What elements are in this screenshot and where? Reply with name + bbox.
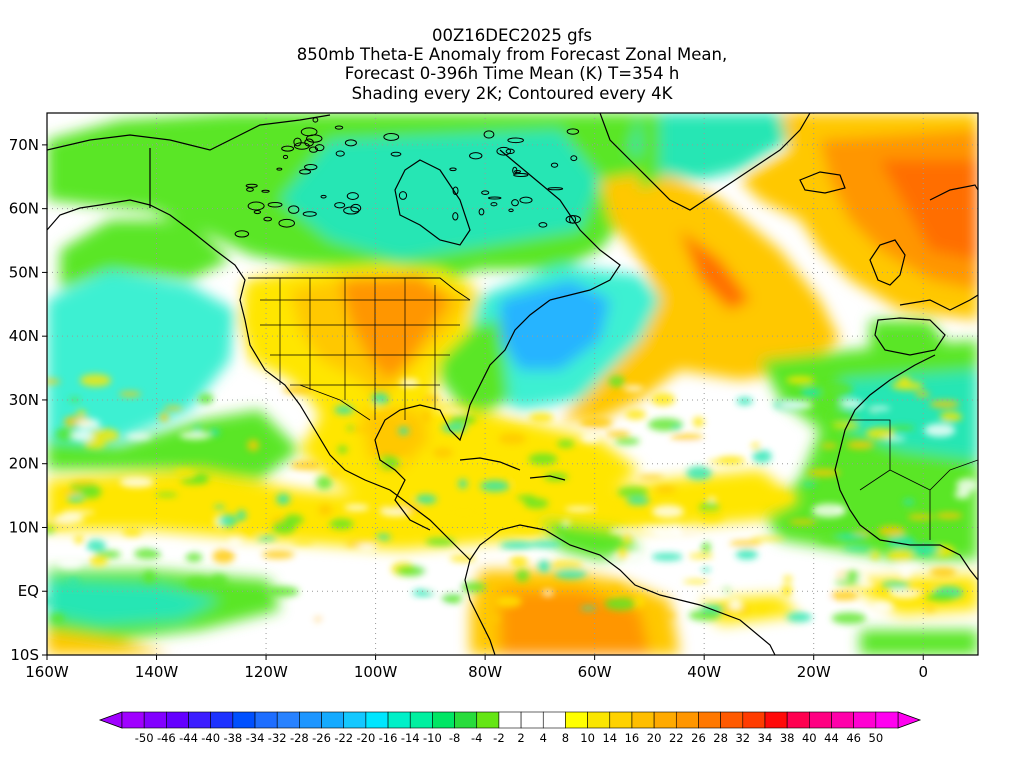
colorbar-swatch [698, 711, 721, 729]
colorbar-label: 34 [758, 731, 773, 745]
colorbar-max-arrow [897, 711, 922, 729]
colorbar-label: 10 [580, 731, 595, 745]
lat-tick-label: 20N [9, 455, 39, 473]
colorbar-label: 14 [602, 731, 617, 745]
colorbar-label: -2 [493, 731, 504, 745]
colorbar-swatch [121, 711, 145, 729]
colorbar-swatch [631, 711, 655, 729]
lon-tick-label: 140W [135, 663, 179, 681]
title-line-3: Forecast 0-396h Time Mean (K) T=354 h [344, 64, 680, 83]
colorbar: -50 -46 -44 -40 -38 -34 -32 -28 -26 -22 -20 -16 -14-… [98, 711, 922, 745]
lon-tick-label: 0 [918, 663, 928, 681]
colorbar-label: 28 [713, 731, 728, 745]
lon-tick-label: 120W [244, 663, 288, 681]
colorbar-swatch [520, 711, 544, 729]
lat-tick-label: 40N [9, 327, 39, 345]
colorbar-min-arrow [98, 711, 123, 729]
colorbar-swatch [254, 711, 278, 729]
colorbar-label: -4 [471, 731, 482, 745]
lon-tick-label: 40W [687, 663, 721, 681]
lon-tick-label: 60W [578, 663, 612, 681]
colorbar-label: -46 [157, 731, 176, 745]
lon-tick-label: 160W [25, 663, 69, 681]
colorbar-label: -16 [379, 731, 398, 745]
colorbar-swatch [476, 711, 500, 729]
lat-tick-label: 10N [9, 518, 39, 536]
lon-tick-label: 20W [797, 663, 831, 681]
lat-tick-label: 50N [9, 263, 39, 281]
colorbar-label: -8 [449, 731, 460, 745]
lat-tick-label: EQ [18, 582, 39, 600]
title-line-1: 00Z16DEC2025 gfs [431, 26, 593, 45]
colorbar-swatch [498, 711, 522, 729]
colorbar-swatch [188, 711, 211, 729]
colorbar-swatch [276, 711, 300, 729]
colorbar-label: -40 [201, 731, 220, 745]
colorbar-label: -44 [179, 731, 198, 745]
shaded-field [47, 113, 978, 655]
colorbar-swatch [232, 711, 256, 729]
lon-tick-label: 100W [354, 663, 398, 681]
colorbar-label: -20 [356, 731, 375, 745]
colorbar-swatch [786, 711, 810, 729]
colorbar-swatch [764, 711, 788, 729]
colorbar-label: -50 [135, 731, 154, 745]
colorbar-label: 32 [735, 731, 750, 745]
colorbar-swatch [875, 711, 899, 729]
colorbar-label: 8 [562, 731, 569, 745]
map-frame [46, 112, 979, 656]
colorbar-swatch [609, 711, 633, 729]
colorbar-swatch [387, 711, 411, 729]
colorbar-swatch [321, 711, 345, 729]
colorbar-label: 20 [647, 731, 662, 745]
colorbar-swatch [210, 711, 234, 729]
lat-tick-label: 30N [9, 391, 39, 409]
lat-tick-label: 60N [9, 200, 39, 218]
colorbar-swatch [587, 711, 611, 729]
colorbar-label: -28 [290, 731, 309, 745]
colorbar-label: -38 [223, 731, 242, 745]
colorbar-label: -22 [334, 731, 353, 745]
colorbar-swatch [365, 711, 389, 729]
colorbar-label: 44 [824, 731, 839, 745]
colorbar-swatch [454, 711, 478, 729]
title-line-2: 850mb Theta-E Anomaly from Forecast Zona… [296, 45, 728, 64]
colorbar-label: 26 [691, 731, 706, 745]
colorbar-label: 2 [517, 731, 524, 745]
colorbar-label: 50 [869, 731, 884, 745]
colorbar-swatch [653, 711, 677, 729]
colorbar-swatch [675, 711, 699, 729]
colorbar-swatch [542, 711, 566, 729]
colorbar-swatch [853, 711, 877, 729]
colorbar-swatch [831, 711, 854, 729]
colorbar-label: -10 [423, 731, 442, 745]
colorbar-label: -32 [268, 731, 287, 745]
colorbar-label: 40 [802, 731, 817, 745]
lat-tick-label: 10S [10, 646, 39, 664]
colorbar-swatch [343, 711, 367, 729]
colorbar-swatch [143, 711, 167, 729]
colorbar-label: 22 [669, 731, 684, 745]
colorbar-label: 46 [846, 731, 861, 745]
colorbar-swatch [742, 711, 766, 729]
colorbar-label: 16 [625, 731, 640, 745]
colorbar-label: -34 [246, 731, 265, 745]
colorbar-swatch [809, 711, 832, 729]
colorbar-label: -14 [401, 731, 420, 745]
colorbar-swatch [299, 711, 322, 729]
colorbar-swatch [565, 711, 588, 729]
lat-tick-label: 70N [9, 136, 39, 154]
colorbar-swatch [166, 711, 189, 729]
lon-tick-label: 80W [468, 663, 502, 681]
colorbar-label: 4 [540, 731, 547, 745]
colorbar-swatch [720, 711, 744, 729]
colorbar-swatch [432, 711, 455, 729]
coastlines [47, 113, 978, 655]
colorbar-swatch [409, 711, 433, 729]
title-line-4: Shading every 2K; Contoured every 4K [351, 84, 673, 103]
colorbar-label: -26 [312, 731, 331, 745]
colorbar-label: 38 [780, 731, 795, 745]
